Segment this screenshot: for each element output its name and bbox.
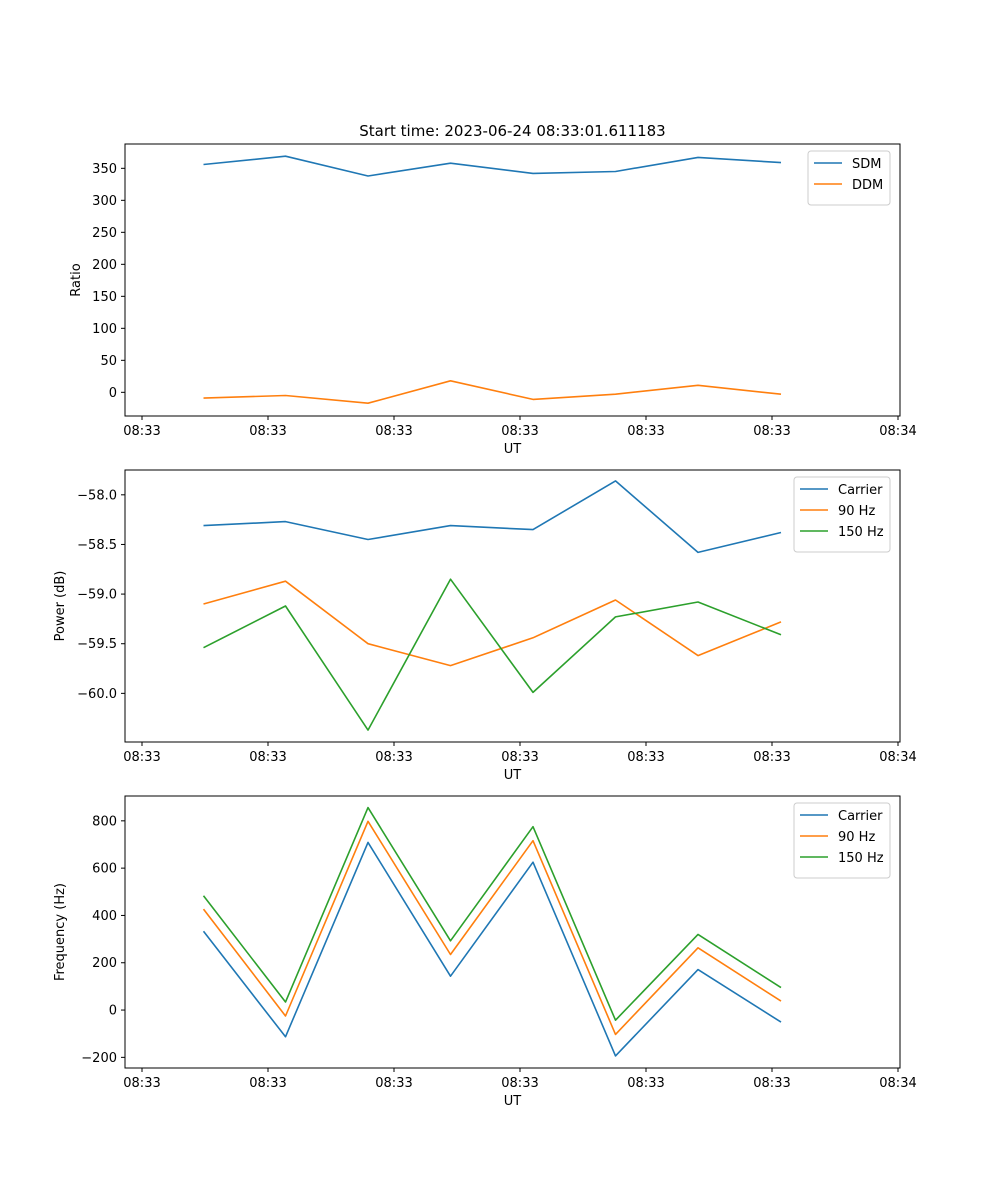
y-tick-label: 400 — [92, 909, 117, 924]
series-line-90-hz — [202, 820, 782, 1036]
y-tick-label: 0 — [109, 386, 117, 401]
y-tick-label: −58.0 — [77, 488, 117, 503]
y-tick-label: 350 — [92, 162, 117, 177]
x-tick-label: 08:33 — [753, 750, 790, 765]
x-tick-label: 08:33 — [123, 750, 160, 765]
y-tick-label: 50 — [100, 354, 117, 369]
y-tick-label: −200 — [81, 1051, 117, 1066]
x-tick-label: 08:33 — [375, 424, 412, 439]
x-tick-label: 08:33 — [627, 1076, 664, 1091]
plot-frame — [124, 469, 901, 743]
x-tick-label: 08:33 — [123, 424, 160, 439]
y-tick-label: 100 — [92, 322, 117, 337]
series-line-sdm — [203, 155, 782, 177]
legend-label: 90 Hz — [838, 830, 875, 845]
x-tick-label: 08:33 — [123, 1076, 160, 1091]
x-tick-label: 08:34 — [879, 1076, 916, 1091]
plot-frame — [124, 795, 901, 1069]
legend-label: SDM — [852, 157, 881, 172]
chart-panel-1: 08:33 08:33 08:33 08:33 08:33 08:33 08:34 0 50 10… — [69, 143, 917, 457]
x-axis-label: UT — [504, 442, 522, 457]
y-tick-label: 200 — [92, 956, 117, 971]
y-axis-label: Power (dB) — [53, 571, 68, 642]
y-tick-label: 0 — [109, 1004, 117, 1019]
chart-panel-2: 08:33 08:33 08:33 08:33 08:33 08:33 08:34 −58.0… — [53, 469, 917, 783]
panels: 08:33 08:33 08:33 08:33 08:33 08:33 08:34 0 50 10… — [53, 143, 917, 1109]
figure-title: Start time: 2023-06-24 08:33:01.611183 — [359, 122, 665, 140]
x-tick-label: 08:33 — [627, 424, 664, 439]
legend-label: Carrier — [838, 483, 883, 498]
x-tick-label: 08:33 — [627, 750, 664, 765]
x-axis-label: UT — [504, 1094, 522, 1109]
series-line-150-hz — [203, 578, 782, 731]
x-tick-label: 08:34 — [879, 424, 916, 439]
y-tick-label: 150 — [92, 290, 117, 305]
y-tick-label: −59.0 — [77, 588, 117, 603]
legend-label: 90 Hz — [838, 504, 875, 519]
y-tick-label: 600 — [92, 862, 117, 877]
legend-label: DDM — [852, 178, 883, 193]
legend-label: Carrier — [838, 809, 883, 824]
legend-box — [793, 476, 891, 553]
series-line-90-hz — [203, 580, 782, 667]
x-tick-label: 08:33 — [249, 424, 286, 439]
y-tick-label: −58.5 — [77, 538, 117, 553]
plot-frame — [124, 143, 901, 417]
x-tick-label: 08:33 — [375, 1076, 412, 1091]
legend: Carrier 90 Hz 150 Hz — [793, 802, 891, 879]
x-tick-label: 08:33 — [375, 750, 412, 765]
chart-panel-3: 08:33 08:33 08:33 08:33 08:33 08:33 08:34 −200 0… — [53, 795, 917, 1109]
x-tick-label: 08:33 — [753, 1076, 790, 1091]
x-tick-label: 08:34 — [879, 750, 916, 765]
y-tick-label: 200 — [92, 258, 117, 273]
y-tick-label: −59.5 — [77, 637, 117, 652]
legend-box — [793, 802, 891, 879]
x-tick-label: 08:33 — [753, 424, 790, 439]
y-tick-label: 250 — [92, 226, 117, 241]
x-tick-label: 08:33 — [501, 424, 538, 439]
y-axis-label: Ratio — [69, 263, 84, 296]
legend-label: 150 Hz — [838, 525, 884, 540]
y-tick-label: 300 — [92, 194, 117, 209]
series-line-150-hz — [202, 806, 782, 1022]
x-tick-label: 08:33 — [501, 1076, 538, 1091]
legend-box — [807, 150, 891, 206]
y-axis-label: Frequency (Hz) — [53, 883, 68, 981]
series-line-carrier — [202, 841, 782, 1057]
y-tick-label: 800 — [92, 814, 117, 829]
x-tick-label: 08:33 — [501, 750, 538, 765]
x-tick-label: 08:33 — [249, 750, 286, 765]
legend: Carrier 90 Hz 150 Hz — [793, 476, 891, 553]
x-axis-label: UT — [504, 768, 522, 783]
series-line-carrier — [203, 480, 782, 554]
legend: SDM DDM — [807, 150, 891, 206]
legend-label: 150 Hz — [838, 851, 884, 866]
y-tick-label: −60.0 — [77, 687, 117, 702]
series-line-ddm — [203, 379, 782, 405]
x-tick-label: 08:33 — [249, 1076, 286, 1091]
